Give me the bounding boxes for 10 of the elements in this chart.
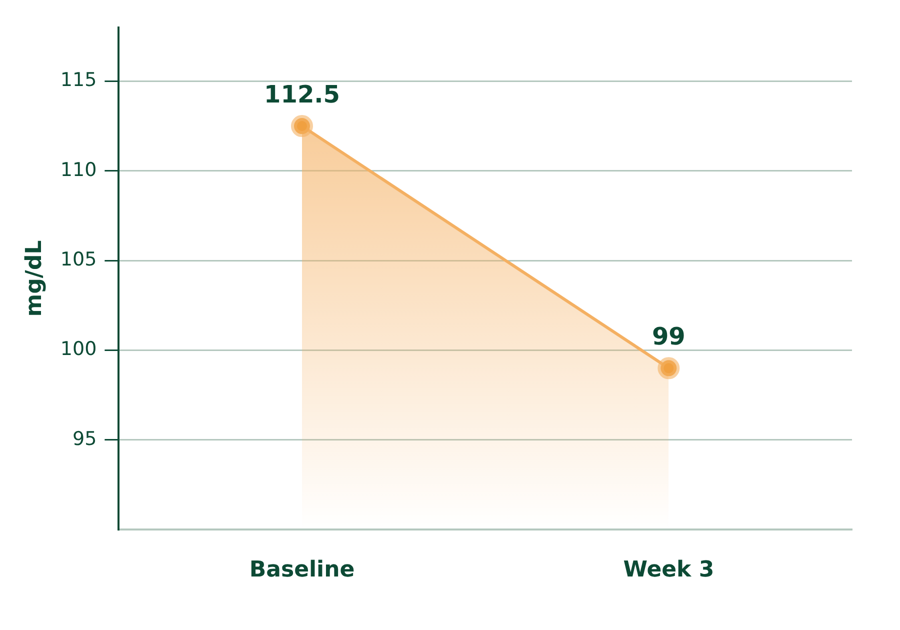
x-tick-label: Week 3 xyxy=(623,558,714,583)
y-tick-label: 115 xyxy=(60,69,97,92)
y-tick-label: 100 xyxy=(60,338,97,360)
y-tick-label: 110 xyxy=(60,158,97,181)
data-label: 99 xyxy=(652,322,686,350)
y-axis-title: mg/dL xyxy=(22,240,47,317)
data-label: 112.5 xyxy=(264,80,340,108)
y-tick-label: 95 xyxy=(72,428,97,450)
x-tick-label: Baseline xyxy=(249,558,355,583)
y-tick-label: 105 xyxy=(60,248,97,270)
